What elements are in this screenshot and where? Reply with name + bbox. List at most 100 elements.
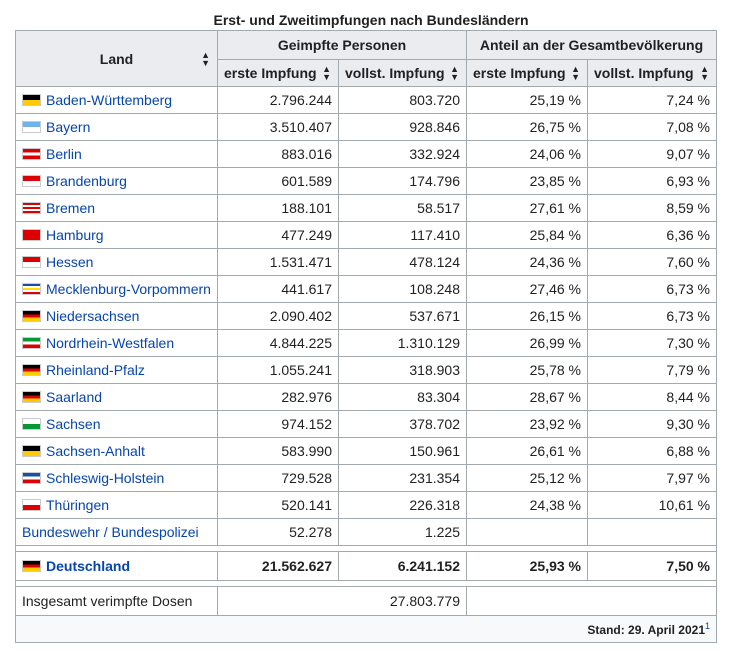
header-erste-impfung[interactable]: erste Impfung ▲ ▼ [217, 59, 339, 87]
erste-cell: 441.617 [217, 275, 339, 303]
land-link[interactable]: Sachsen [46, 416, 101, 432]
anteil-erste-cell: 24,06 % [466, 140, 588, 168]
land-link[interactable]: Thüringen [46, 497, 110, 513]
vollst-cell: 58.517 [338, 194, 467, 222]
land-cell[interactable]: Hamburg [15, 221, 218, 249]
land-link[interactable]: Bayern [46, 119, 91, 135]
land-link[interactable]: Hessen [46, 254, 94, 270]
footer-cell: Stand: 29. April 20211 [14, 615, 718, 643]
header-vollst-impfung[interactable]: vollst. Impfung ▲ ▼ [338, 59, 467, 87]
vollst-cell: 478.124 [338, 248, 467, 276]
land-link[interactable]: Mecklenburg-Vorpommern [46, 281, 211, 297]
land-cell[interactable]: Mecklenburg-Vorpommern [15, 275, 218, 303]
anteil-vollst-cell: 7,79 % [586, 356, 718, 384]
land-cell[interactable]: Sachsen-Anhalt [15, 437, 218, 465]
land-link[interactable]: Bremen [46, 200, 96, 216]
land-cell[interactable]: Schleswig-Holstein [15, 464, 218, 492]
table-row: Berlin 883.016 332.924 24,06 % 9,07 % [15, 140, 718, 168]
anteil-erste-cell: 26,99 % [466, 329, 588, 357]
land-cell[interactable]: Bremen [15, 194, 218, 222]
anteil-erste-cell: 23,92 % [466, 410, 588, 438]
table-row: Bayern 3.510.407 928.846 26,75 % 7,08 % [15, 113, 718, 141]
vollst-cell: 318.903 [338, 356, 467, 384]
vollst-cell: 537.671 [338, 302, 467, 330]
land-link[interactable]: Niedersachsen [46, 308, 140, 324]
table-row: Schleswig-Holstein 729.528 231.354 25,12 % 7… [15, 464, 718, 492]
flag-icon [22, 94, 41, 106]
land-link[interactable]: Rheinland-Pfalz [46, 362, 145, 378]
table-row: Baden-Württemberg 2.796.244 803.720 25,19 %… [15, 86, 718, 114]
erste-cell: 188.101 [217, 194, 339, 222]
header-anteil-erste[interactable]: erste Impfung ▲ ▼ [466, 59, 588, 87]
land-link[interactable]: Saarland [46, 389, 103, 405]
land-cell[interactable]: Berlin [15, 140, 218, 168]
footnote-ref[interactable]: 1 [705, 621, 711, 631]
vollst-cell: 332.924 [338, 140, 467, 168]
land-cell[interactable]: Sachsen [15, 410, 218, 438]
table-row: Sachsen 974.152 378.702 23,92 % 9,30 % [15, 410, 718, 438]
land-link[interactable]: Brandenburg [46, 173, 127, 189]
land-cell[interactable]: Niedersachsen [15, 302, 218, 330]
land-cell[interactable]: Bayern [15, 113, 218, 141]
anteil-erste-cell: 25,12 % [466, 464, 588, 492]
land-cell[interactable]: Baden-Württemberg [15, 86, 218, 114]
flag-icon [22, 229, 41, 241]
anteil-vollst-cell: 7,50 % [586, 551, 718, 581]
table-row: Thüringen 520.141 226.318 24,38 % 10,61 % [15, 491, 718, 519]
erste-cell: 583.990 [217, 437, 339, 465]
erste-cell: 601.589 [217, 167, 339, 195]
erste-cell: 2.090.402 [217, 302, 339, 330]
anteil-erste-cell: 24,36 % [466, 248, 588, 276]
land-cell[interactable]: Bundeswehr / Bundespolizei [15, 518, 218, 546]
header-land[interactable]: Land ▲ ▼ [15, 30, 218, 87]
header-label: vollst. Impfung [345, 65, 445, 81]
land-link[interactable]: Deutschland [46, 558, 131, 574]
erste-cell: 4.844.225 [217, 329, 339, 357]
land-cell[interactable]: Brandenburg [15, 167, 218, 195]
land-link[interactable]: Baden-Württemberg [46, 92, 173, 108]
anteil-erste-cell: 25,84 % [466, 221, 588, 249]
anteil-vollst-cell: 8,44 % [586, 383, 718, 411]
land-cell[interactable]: Nordrhein-Westfalen [15, 329, 218, 357]
land-cell[interactable]: Deutschland [15, 551, 218, 581]
dosen-label: Insgesamt verimpfte Dosen [15, 586, 218, 616]
anteil-erste-cell: 28,67 % [466, 383, 588, 411]
sort-icon[interactable]: ▲ ▼ [201, 49, 210, 68]
anteil-vollst-cell: 6,36 % [586, 221, 718, 249]
land-cell[interactable]: Thüringen [15, 491, 218, 519]
land-link[interactable]: Bundeswehr / Bundespolizei [22, 524, 199, 540]
erste-cell: 1.055.241 [217, 356, 339, 384]
stand-text: Stand: 29. April 2021 [587, 623, 705, 637]
anteil-vollst-cell: 7,97 % [586, 464, 718, 492]
land-link[interactable]: Sachsen-Anhalt [46, 443, 145, 459]
flag-icon [22, 445, 41, 457]
anteil-erste-cell: 25,93 % [466, 551, 588, 581]
dosen-value: 27.803.779 [217, 586, 467, 616]
flag-icon [22, 283, 41, 295]
sort-icon[interactable]: ▲ ▼ [571, 64, 580, 82]
anteil-vollst-cell: 7,24 % [586, 86, 718, 114]
land-cell[interactable]: Hessen [15, 248, 218, 276]
land-link[interactable]: Hamburg [46, 227, 104, 243]
sort-icon[interactable]: ▲ ▼ [700, 64, 710, 82]
vollst-cell: 803.720 [338, 86, 467, 114]
land-link[interactable]: Berlin [46, 146, 82, 162]
table-row: Mecklenburg-Vorpommern 441.617 108.248 27,4… [15, 275, 718, 303]
vollst-cell: 83.304 [338, 383, 467, 411]
vollst-cell: 174.796 [338, 167, 467, 195]
table-row-bund: Bundeswehr / Bundespolizei 52.278 1.225 [15, 518, 718, 546]
land-link[interactable]: Schleswig-Holstein [46, 470, 165, 486]
table-row: Brandenburg 601.589 174.796 23,85 % 6,93 % [15, 167, 718, 195]
sort-icon[interactable]: ▲ ▼ [450, 64, 459, 82]
header-geimpfte: Geimpfte Personen [217, 30, 467, 60]
land-cell[interactable]: Saarland [15, 383, 218, 411]
land-cell[interactable]: Rheinland-Pfalz [15, 356, 218, 384]
land-link[interactable]: Nordrhein-Westfalen [46, 335, 175, 351]
anteil-erste-cell: 26,61 % [466, 437, 588, 465]
anteil-vollst-cell: 10,61 % [586, 491, 718, 519]
header-anteil-vollst[interactable]: vollst. Impfung ▲ ▼ [586, 59, 718, 87]
flag-icon [22, 256, 41, 268]
erste-cell: 2.796.244 [217, 86, 339, 114]
sort-icon[interactable]: ▲ ▼ [322, 64, 331, 82]
erste-cell: 21.562.627 [217, 551, 339, 581]
